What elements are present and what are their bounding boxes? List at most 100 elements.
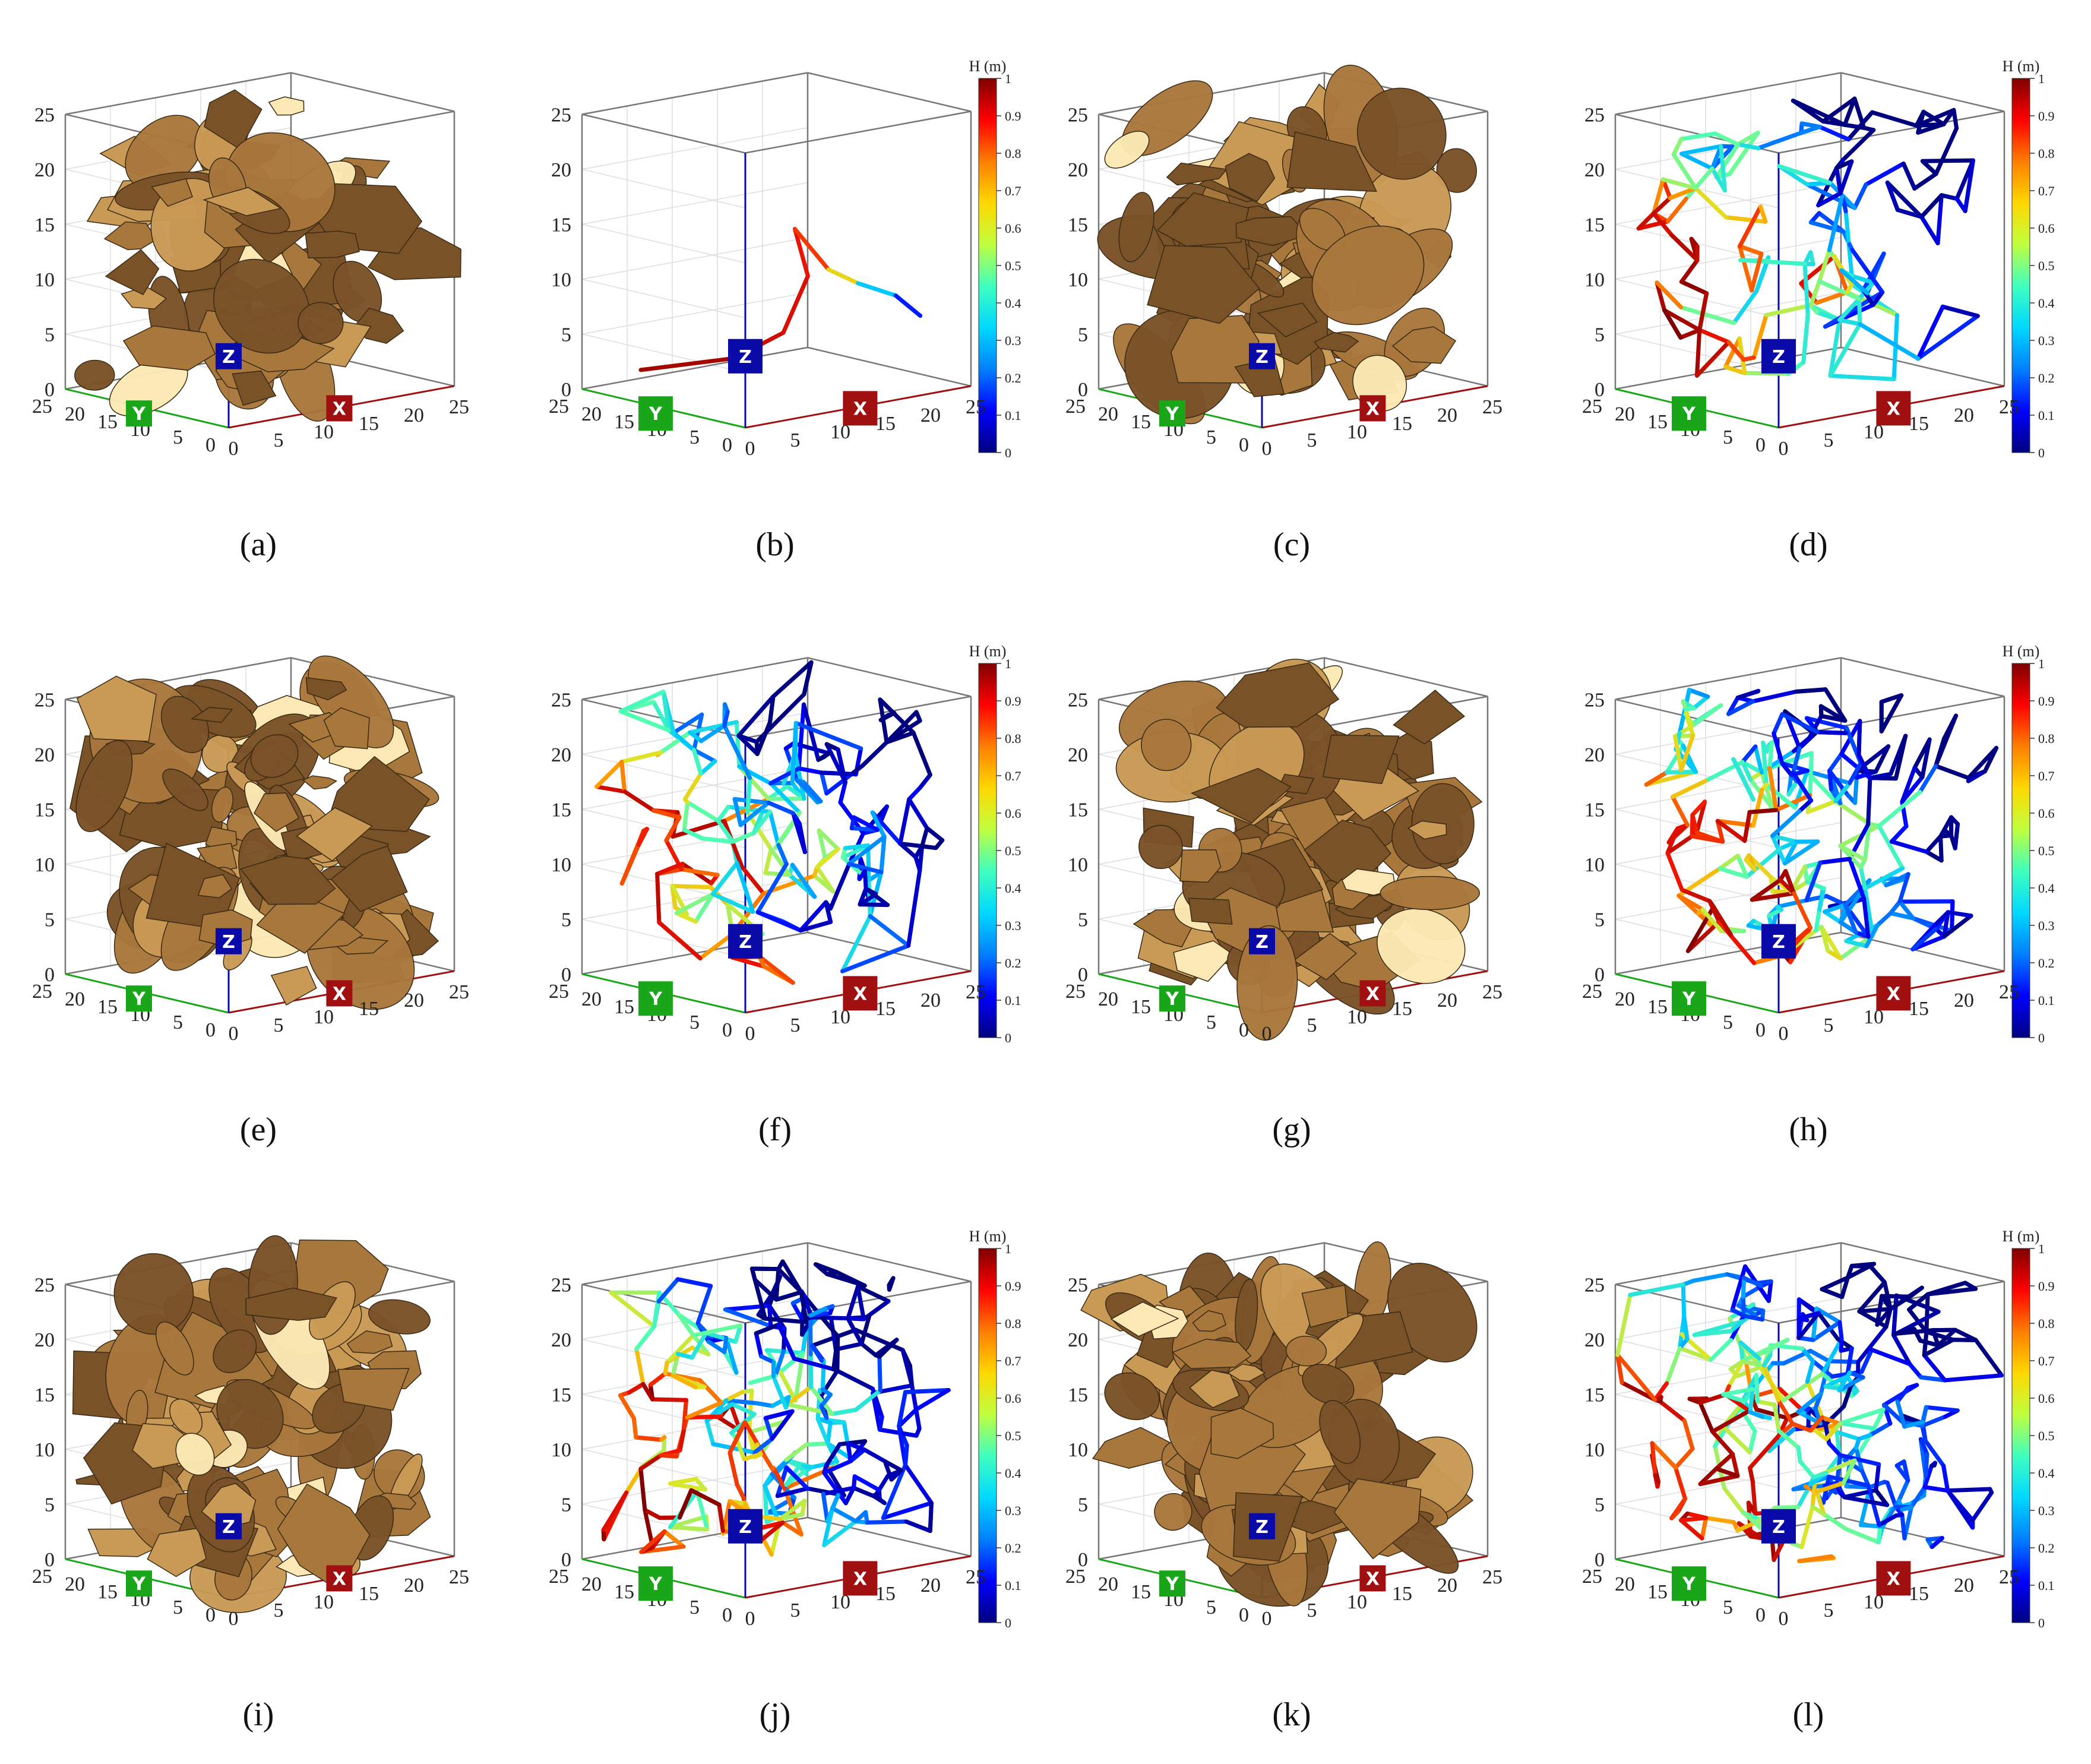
pipe-segment: [1837, 1375, 1865, 1393]
cube-edge: [1840, 1242, 2005, 1282]
z-tick-label: 15: [1584, 214, 1605, 236]
fracture-polygon: [1210, 1408, 1274, 1459]
pipe-segment: [1816, 191, 1843, 208]
y-tick-label: 20: [1098, 988, 1118, 1010]
x-tick-label: 5: [790, 1599, 801, 1621]
pipe-segment: [1900, 1512, 1907, 1541]
pipe-segment: [884, 731, 916, 745]
y-tick-label: 15: [1131, 1581, 1151, 1603]
pipe-segment: [1963, 158, 1975, 213]
pipe-segment: [1935, 193, 1944, 245]
pipe-segment: [1656, 1395, 1663, 1402]
pipe-segment: [1780, 761, 1793, 777]
pipe-segment: [776, 1267, 803, 1295]
fracture-polygon: [103, 221, 158, 251]
pipe-segment: [710, 861, 739, 896]
y-tick-label: 0: [1239, 1604, 1249, 1626]
pipe-segment: [1808, 1415, 1824, 1433]
pipe-segment: [757, 954, 795, 985]
pipe-segment: [1619, 1380, 1657, 1402]
pipe-segment: [1918, 1338, 1941, 1348]
pipe-segment: [1799, 1504, 1815, 1550]
fracture-polygon: [232, 370, 277, 406]
pipe-segment: [1953, 821, 1960, 851]
pipe-segment: [1679, 151, 1714, 171]
pipe-segment: [877, 1415, 884, 1432]
pipe-segment: [618, 690, 666, 714]
grid-line: [581, 1393, 746, 1434]
pipe-segment: [1728, 130, 1760, 176]
pipe-segment: [748, 1374, 776, 1385]
pipe-segment: [822, 1519, 858, 1547]
pipe-segment: [1817, 125, 1851, 142]
x-axis-badge-letter: X: [853, 399, 867, 419]
z-tick-label: 10: [1068, 1439, 1088, 1461]
y-tick-label: 0: [205, 1019, 216, 1041]
pipe-segment: [1669, 233, 1700, 263]
pipe-segment: [1698, 1474, 1740, 1487]
pipe-segment: [1946, 910, 1973, 918]
pipe-segment: [1860, 1469, 1871, 1488]
x-tick-label: 20: [1437, 404, 1457, 426]
pipe-segment: [664, 815, 682, 843]
colorbar-title: H (m): [969, 643, 1007, 660]
grid-line: [1615, 279, 1779, 318]
pipe-segment: [796, 766, 824, 775]
pipe-segment: [1827, 1359, 1861, 1364]
pipe-segment: [798, 900, 828, 933]
pipe-segment: [910, 1383, 919, 1412]
pipe-segment: [1833, 780, 1852, 804]
y-axis-badge: [1159, 1570, 1185, 1597]
pipe-segment: [1859, 1348, 1874, 1374]
x-tick-label: 0: [1779, 438, 1789, 460]
pipe-segment: [766, 801, 795, 815]
colorbar: [2011, 663, 2030, 1038]
pipe-segment: [846, 1441, 853, 1463]
z-tick-label: 25: [1584, 1275, 1605, 1297]
pipe-segment: [676, 1313, 696, 1338]
pipe-segment: [1711, 905, 1733, 937]
pipe-segment: [1744, 858, 1757, 872]
colorbar-tick-label: 1: [2038, 71, 2045, 86]
pipe-segment: [1916, 314, 1980, 361]
z-axis-badge-letter: Z: [1255, 1517, 1268, 1538]
pipe-segment: [1770, 809, 1802, 838]
pipe-segment: [814, 1262, 830, 1276]
fracture-disc: [1377, 908, 1466, 984]
pipe-segment: [1700, 907, 1723, 934]
pipe-segment: [1946, 1488, 1975, 1523]
pipe-segment: [689, 1488, 722, 1507]
z-tick-label: 15: [1584, 1384, 1605, 1406]
z-axis-badge: [1761, 1509, 1796, 1544]
pipe-segment: [638, 1453, 663, 1471]
pipe-segment: [1817, 279, 1862, 301]
pipe-segment: [759, 1354, 776, 1364]
x-tick-label: 15: [1909, 1583, 1929, 1605]
pipe-segment: [1866, 776, 1872, 827]
pipe-segment: [651, 808, 682, 820]
colorbar-tick-label: 0.9: [1005, 694, 1021, 709]
fracture-disc: [1141, 719, 1192, 772]
pipe-segment: [755, 862, 789, 915]
fracture-polygon: [239, 855, 336, 905]
cube-edge: [1778, 110, 2005, 154]
pipe-segment: [1751, 690, 1798, 704]
pipe-segment: [1665, 770, 1698, 774]
pipe-segment: [877, 1338, 899, 1359]
pipe-segment: [1665, 197, 1688, 224]
z-tick-label: 15: [34, 799, 55, 821]
pipe-segment: [1684, 166, 1714, 201]
pipe-segment: [785, 1384, 813, 1406]
fracture-polygon: [302, 775, 338, 790]
pipe-segment: [1791, 98, 1847, 127]
x-axis-badge-letter: X: [1366, 1569, 1380, 1589]
pipe-segment: [907, 785, 922, 802]
pipe-segment: [838, 780, 847, 805]
pipe-segment: [735, 1482, 746, 1500]
colorbar-tick-label: 0.1: [2038, 993, 2055, 1008]
pipe-segment: [634, 1324, 656, 1351]
pipe-segment: [752, 1436, 774, 1455]
pipe-segment: [770, 1409, 795, 1441]
z-tick-label: 25: [1068, 105, 1088, 127]
